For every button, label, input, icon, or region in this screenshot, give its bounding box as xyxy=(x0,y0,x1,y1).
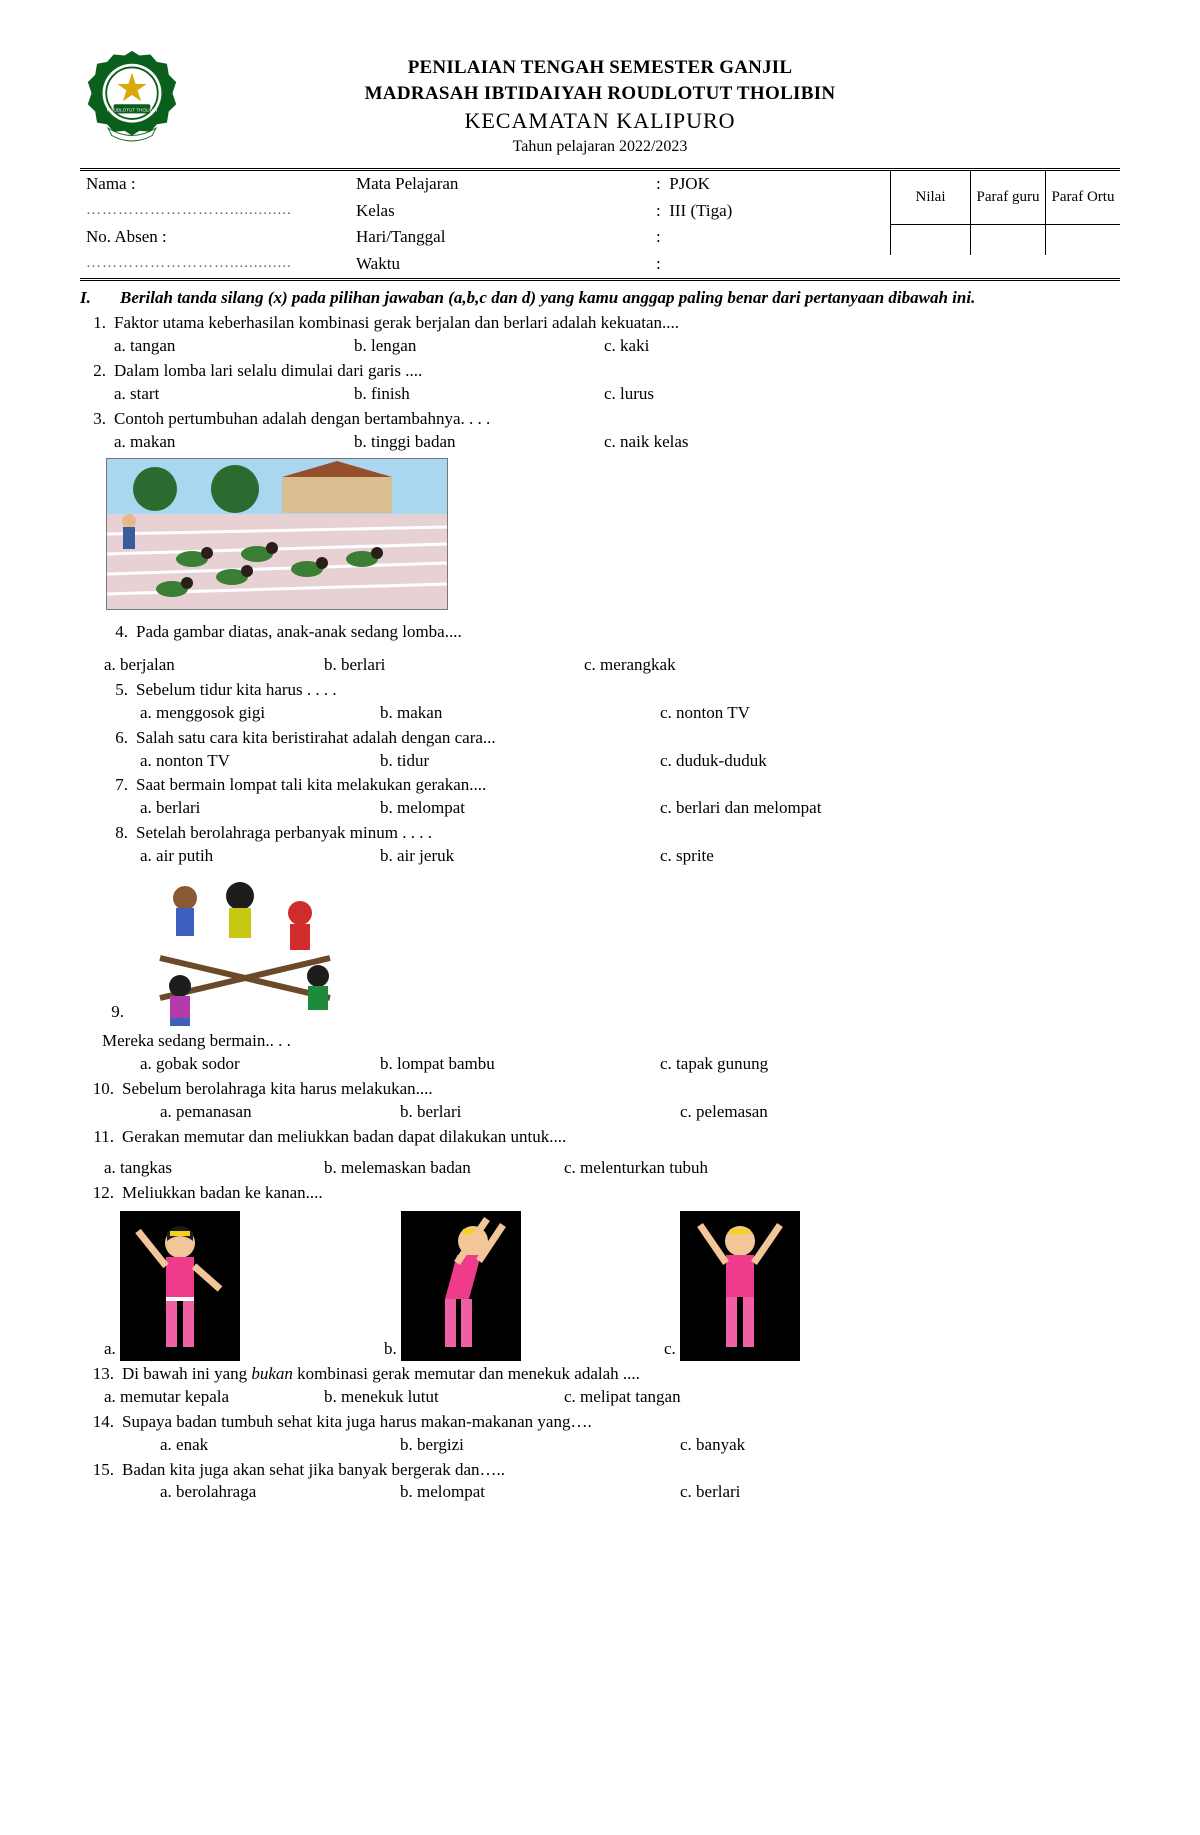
q14-opt-c: c. banyak xyxy=(680,1434,1120,1457)
q8-opt-a: a. air putih xyxy=(140,845,380,868)
q1-opt-a: a. tangan xyxy=(114,335,354,358)
q8-opt-c: c. sprite xyxy=(660,845,1120,868)
q4-opt-a: a. berjalan xyxy=(104,654,324,677)
q11-opt-b: b. melemaskan badan xyxy=(324,1157,564,1180)
nama-label: Nama : xyxy=(80,171,350,198)
q13-text: Di bawah ini yang bukan kombinasi gerak … xyxy=(122,1363,1120,1386)
q3-opt-b: b. tinggi badan xyxy=(354,431,604,454)
question-12: 12.Meliukkan badan ke kanan.... a. xyxy=(80,1182,1120,1361)
q11-opt-c: c. melenturkan tubuh xyxy=(564,1157,1120,1180)
q12-opt-b: b. xyxy=(384,1211,664,1361)
section-number: I. xyxy=(80,287,106,310)
paraf-ortu-box xyxy=(1045,224,1120,255)
hari-value: : xyxy=(650,224,890,251)
info-table: Nama : Mata Pelajaran : PJOK Nilai Paraf… xyxy=(80,171,1120,282)
paraf-guru-box xyxy=(970,224,1045,255)
nilai-header: Nilai xyxy=(890,171,970,225)
document-header: ROUDLOTUT THOLIBIN PENILAIAN TENGAH SEME… xyxy=(80,55,1120,158)
q3-opt-a: a. makan xyxy=(114,431,354,454)
q15-opt-c: c. berlari xyxy=(680,1481,1120,1504)
q8-opt-b: b. air jeruk xyxy=(380,845,660,868)
title-line-2: MADRASAH IBTIDAIYAH ROUDLOTUT THOLIBIN xyxy=(80,81,1120,107)
q6-opt-a: a. nonton TV xyxy=(140,750,380,773)
kelas-label: Kelas xyxy=(350,198,650,225)
q10-opt-b: b. berlari xyxy=(400,1101,680,1124)
q6-opt-c: c. duduk-duduk xyxy=(660,750,1120,773)
svg-text:ROUDLOTUT THOLIBIN: ROUDLOTUT THOLIBIN xyxy=(107,108,158,113)
q7-opt-a: a. berlari xyxy=(140,797,380,820)
paraf-guru-header: Paraf guru xyxy=(970,171,1045,225)
exam-page: ROUDLOTUT THOLIBIN PENILAIAN TENGAH SEME… xyxy=(80,55,1120,1504)
question-10: 10.Sebelum berolahraga kita harus melaku… xyxy=(80,1078,1120,1124)
waktu-value: : xyxy=(650,251,890,278)
figure-lompat-bambu xyxy=(130,868,360,1028)
q14-opt-a: a. enak xyxy=(160,1434,400,1457)
q6-opt-b: b. tidur xyxy=(380,750,660,773)
question-9: Mereka sedang bermain.. . . a. gobak sod… xyxy=(80,1030,1120,1076)
q5-opt-b: b. makan xyxy=(380,702,660,725)
q5-opt-a: a. menggosok gigi xyxy=(140,702,380,725)
q10-opt-c: c. pelemasan xyxy=(680,1101,1120,1124)
q1-opt-b: b. lengan xyxy=(354,335,604,358)
kelas-value: : III (Tiga) xyxy=(650,198,890,225)
absen-blank: ………………………............. xyxy=(80,251,350,278)
question-14: 14.Supaya badan tumbuh sehat kita juga h… xyxy=(80,1411,1120,1457)
q11-opt-a: a. tangkas xyxy=(104,1157,324,1180)
q7-opt-b: b. melompat xyxy=(380,797,660,820)
q9-opt-b: b. lompat bambu xyxy=(380,1053,660,1076)
q7-opt-c: c. berlari dan melompat xyxy=(660,797,1120,820)
title-line-4: Tahun pelajaran 2022/2023 xyxy=(80,136,1120,158)
absen-label: No. Absen : xyxy=(80,224,350,251)
hari-label: Hari/Tanggal xyxy=(350,224,650,251)
nilai-box xyxy=(890,224,970,255)
question-11: 11.Gerakan memutar dan meliukkan badan d… xyxy=(80,1126,1120,1180)
question-15: 15.Badan kita juga akan sehat jika banya… xyxy=(80,1459,1120,1505)
nama-blank: ………………………............. xyxy=(80,198,350,225)
question-5: 5.Sebelum tidur kita harus . . . . a. me… xyxy=(80,679,1120,725)
q2-opt-b: b. finish xyxy=(354,383,604,406)
q10-opt-a: a. pemanasan xyxy=(160,1101,400,1124)
title-line-3: KECAMATAN KALIPURO xyxy=(80,106,1120,136)
figure-crawling-race xyxy=(106,458,448,610)
q13-opt-b: b. menekuk lutut xyxy=(324,1386,564,1409)
paraf-ortu-header: Paraf Ortu xyxy=(1045,171,1120,225)
q9-opt-c: c. tapak gunung xyxy=(660,1053,1120,1076)
q9-opt-a: a. gobak sodor xyxy=(140,1053,380,1076)
q13-opt-c: c. melipat tangan xyxy=(564,1386,1120,1409)
q13-opt-a: a. memutar kepala xyxy=(104,1386,324,1409)
q3-opt-c: c. naik kelas xyxy=(604,431,1120,454)
title-line-1: PENILAIAN TENGAH SEMESTER GANJIL xyxy=(80,55,1120,81)
section-instruction: Berilah tanda silang (x) pada pilihan ja… xyxy=(120,287,1120,310)
waktu-label: Waktu xyxy=(350,251,650,278)
q4-opt-b: b. berlari xyxy=(324,654,584,677)
q12-opt-c: c. xyxy=(664,1211,1120,1361)
q4-opt-c: c. merangkak xyxy=(584,654,1120,677)
q12-opt-a: a. xyxy=(104,1211,384,1361)
q2-opt-c: c. lurus xyxy=(604,383,1120,406)
section-I: I. Berilah tanda silang (x) pada pilihan… xyxy=(80,287,1120,310)
question-2: 2.Dalam lomba lari selalu dimulai dari g… xyxy=(80,360,1120,406)
mapel-value: : PJOK xyxy=(650,171,890,198)
question-3: 3.Contoh pertumbuhan adalah dengan berta… xyxy=(80,408,1120,454)
question-8: 8.Setelah berolahraga perbanyak minum . … xyxy=(80,822,1120,868)
question-13: 13. Di bawah ini yang bukan kombinasi ge… xyxy=(80,1363,1120,1409)
question-4: 4.Pada gambar diatas, anak-anak sedang l… xyxy=(80,621,1120,677)
q5-opt-c: c. nonton TV xyxy=(660,702,1120,725)
figure-12b xyxy=(401,1211,521,1361)
question-6: 6.Salah satu cara kita beristirahat adal… xyxy=(80,727,1120,773)
question-1: 1.Faktor utama keberhasilan kombinasi ge… xyxy=(80,312,1120,358)
q15-opt-b: b. melompat xyxy=(400,1481,680,1504)
question-7: 7.Saat bermain lompat tali kita melakuka… xyxy=(80,774,1120,820)
mapel-label: Mata Pelajaran xyxy=(350,171,650,198)
figure-12c xyxy=(680,1211,800,1361)
figure-12a xyxy=(120,1211,240,1361)
q2-opt-a: a. start xyxy=(114,383,354,406)
q15-opt-a: a. berolahraga xyxy=(160,1481,400,1504)
q14-opt-b: b. bergizi xyxy=(400,1434,680,1457)
q1-opt-c: c. kaki xyxy=(604,335,1120,358)
question-9-row: 9. xyxy=(102,868,1120,1028)
school-logo: ROUDLOTUT THOLIBIN xyxy=(86,49,178,145)
